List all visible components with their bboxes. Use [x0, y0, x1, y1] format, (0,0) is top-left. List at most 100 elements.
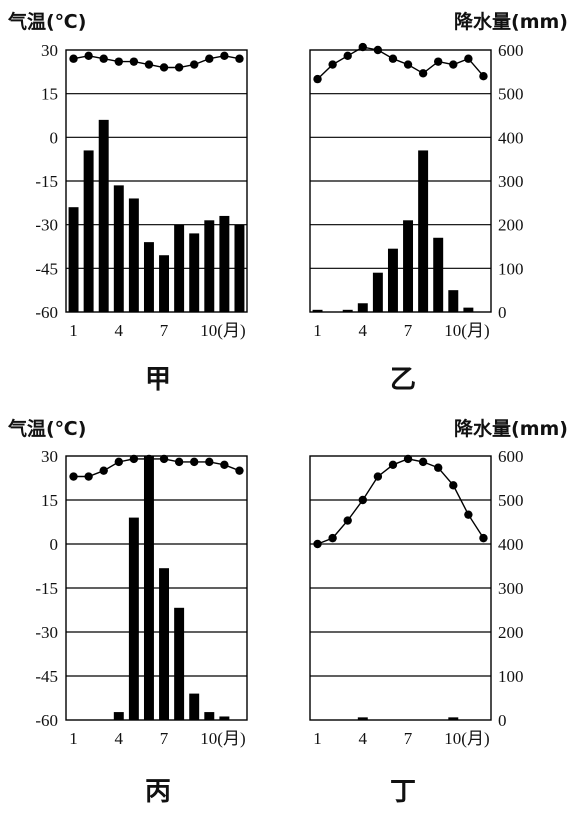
- precipitation-tick-label: 400: [498, 535, 524, 554]
- month-tick-label: 1: [69, 729, 78, 748]
- temperature-tick-label: -45: [35, 667, 58, 686]
- precipitation-bar: [234, 224, 245, 312]
- temperature-point: [449, 481, 458, 490]
- temperature-tick-label: -30: [35, 216, 58, 235]
- chart-title: 乙: [390, 365, 416, 395]
- precipitation-bar: [403, 220, 414, 312]
- climate-chart-4: 600 500 400 300 200 100 0 1 4 7 10(月) 丁: [309, 447, 524, 807]
- plot-frame: [65, 455, 248, 721]
- temperature-point: [129, 454, 139, 464]
- temperature-point: [358, 42, 367, 52]
- precipitation-bar: [219, 716, 230, 720]
- temperature-point: [144, 454, 154, 464]
- chart-title: 丙: [145, 777, 171, 807]
- temperature-tick-label: 0: [50, 535, 59, 554]
- month-tick-label: 7: [160, 729, 169, 748]
- temperature-point: [434, 463, 443, 472]
- precipitation-bar: [143, 242, 154, 312]
- precipitation-bar: [83, 150, 94, 312]
- temperature-point: [328, 533, 337, 543]
- temperature-point: [159, 454, 169, 464]
- temperature-point: [205, 457, 214, 467]
- precipitation-tick-label: 0: [498, 303, 507, 322]
- precipitation-bar: [159, 568, 170, 720]
- temperature-point: [479, 72, 488, 81]
- precipitation-tick-label: 100: [498, 667, 524, 686]
- precipitation-bar: [159, 255, 170, 312]
- precipitation-tick-label: 400: [498, 128, 524, 147]
- month-tick-label: 1: [69, 321, 78, 340]
- month-tick-label: 7: [404, 321, 413, 340]
- temperature-point: [235, 466, 244, 475]
- temperature-point: [190, 457, 199, 467]
- precipitation-bar: [128, 517, 139, 720]
- climate-chart-3: 30 15 0 -15 -30 -45 -60 1 4 7 10(月) 丙: [35, 447, 248, 807]
- precipitation-bar: [357, 303, 368, 312]
- precipitation-tick-label: 200: [498, 216, 524, 235]
- temperature-point: [220, 51, 229, 61]
- temperature-point: [328, 60, 337, 69]
- precipitation-bar: [189, 233, 200, 312]
- temperature-point: [174, 457, 184, 467]
- temperature-point: [418, 457, 428, 467]
- temperature-tick-label: 0: [50, 128, 59, 147]
- month-tick-label: 10(月): [444, 729, 489, 748]
- left-axis-title-bottom: 气温(℃): [7, 417, 86, 440]
- temperature-tick-label: 30: [41, 447, 58, 466]
- precipitation-bar: [113, 712, 124, 720]
- temperature-point: [464, 510, 473, 519]
- temperature-point: [418, 69, 428, 78]
- precipitation-tick-label: 500: [498, 491, 524, 510]
- temperature-point: [343, 516, 352, 525]
- temperature-tick-label: -60: [35, 711, 58, 730]
- temperature-tick-label: -15: [35, 579, 58, 598]
- month-tick-label: 7: [404, 729, 413, 748]
- temperature-point: [99, 466, 108, 475]
- precipitation-bar: [174, 224, 185, 312]
- month-tick-label: 10(月): [200, 729, 245, 748]
- precipitation-bar: [128, 198, 139, 312]
- precipitation-tick-label: 500: [498, 85, 524, 104]
- climate-chart-2: 600 500 400 300 200 100 0 1 4 7 10(月) 乙: [309, 41, 524, 395]
- temperature-point: [313, 539, 322, 549]
- climate-chart-1: 30 15 0 -15 -30 -45 -60 1 4 7 10(月) 甲: [35, 41, 248, 395]
- precipitation-bar: [189, 693, 200, 720]
- precipitation-bar: [342, 309, 353, 312]
- temperature-point: [449, 60, 458, 69]
- temperature-point: [114, 57, 123, 66]
- temperature-point: [220, 460, 229, 469]
- temperature-tick-label: 30: [41, 41, 58, 60]
- temperature-tick-label: 15: [41, 85, 58, 104]
- temperature-point: [69, 54, 78, 63]
- precipitation-bar: [174, 607, 185, 720]
- precipitation-tick-label: 200: [498, 623, 524, 642]
- temperature-line: [73, 458, 240, 478]
- precipitation-tick-label: 300: [498, 579, 524, 598]
- left-axis-title-top: 气温(℃): [7, 10, 86, 33]
- precipitation-bar: [98, 119, 109, 312]
- month-tick-label: 7: [160, 321, 169, 340]
- temperature-point: [388, 54, 398, 63]
- temperature-tick-label: -30: [35, 623, 58, 642]
- month-tick-label: 1: [313, 321, 322, 340]
- temperature-point: [358, 495, 367, 505]
- precipitation-tick-label: 600: [498, 41, 524, 60]
- precipitation-bar: [372, 272, 383, 312]
- temperature-point: [343, 51, 352, 61]
- precipitation-bar: [143, 456, 154, 720]
- chart-title: 丁: [390, 777, 416, 807]
- precipitation-tick-label: 600: [498, 447, 524, 466]
- precipitation-bar: [219, 215, 230, 312]
- plot-frame: [309, 455, 492, 721]
- right-axis-title-top: 降水量(mm): [454, 10, 568, 33]
- precipitation-tick-label: 300: [498, 172, 524, 191]
- month-tick-label: 10(月): [444, 321, 489, 340]
- temperature-line: [73, 55, 240, 69]
- right-axis-title-bottom: 降水量(mm): [454, 417, 568, 440]
- precipitation-tick-label: 0: [498, 711, 507, 730]
- chart-title: 甲: [145, 365, 171, 395]
- temperature-tick-label: -45: [35, 259, 58, 278]
- temperature-point: [174, 63, 184, 72]
- month-tick-label: 1: [313, 729, 322, 748]
